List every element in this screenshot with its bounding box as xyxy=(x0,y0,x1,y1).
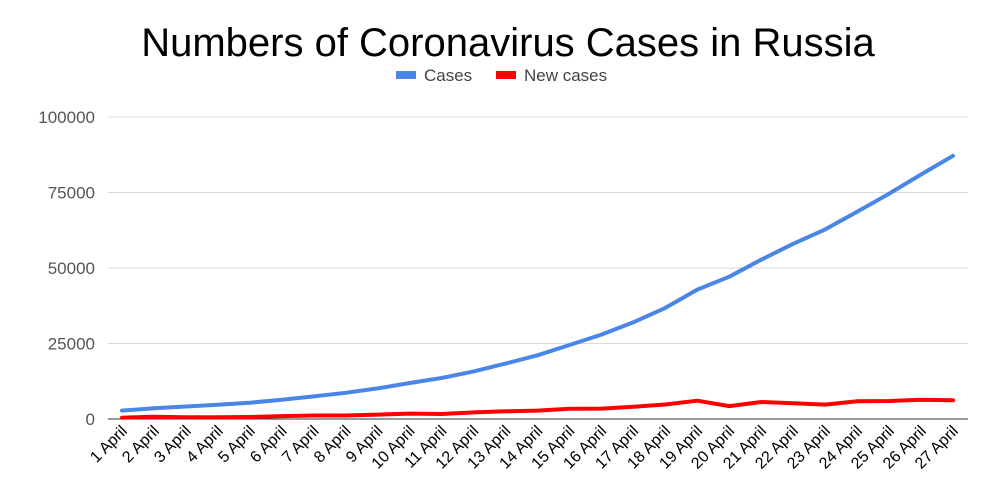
y-tick-label: 75000 xyxy=(48,184,95,203)
y-axis-ticks: 0 25000 50000 75000 100000 xyxy=(38,108,95,429)
grid xyxy=(108,116,968,344)
legend-swatch-new-cases xyxy=(496,71,516,79)
y-tick-label: 0 xyxy=(86,410,95,429)
legend-swatch-cases xyxy=(396,71,416,79)
y-tick-label: 50000 xyxy=(48,259,95,278)
legend: Cases New cases xyxy=(396,66,607,85)
series xyxy=(120,153,955,420)
series-line-new-cases xyxy=(120,397,955,420)
y-tick-label: 25000 xyxy=(48,335,95,354)
chart-title: Numbers of Coronavirus Cases in Russia xyxy=(141,21,875,65)
legend-label-cases: Cases xyxy=(424,66,472,85)
legend-label-new-cases: New cases xyxy=(524,66,607,85)
y-tick-label: 100000 xyxy=(38,108,95,127)
series-line-cases xyxy=(120,153,955,413)
